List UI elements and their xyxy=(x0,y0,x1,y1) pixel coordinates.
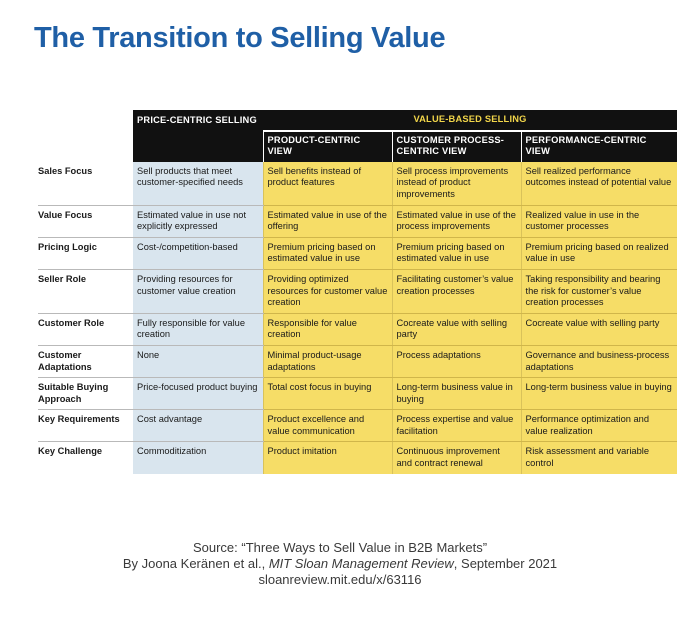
source-citation: Source: “Three Ways to Sell Value in B2B… xyxy=(0,540,680,588)
row-label: Key Requirements xyxy=(38,409,133,443)
table-row: Sales Focus Sell products that meet cust… xyxy=(38,161,678,206)
table-row: Key Challenge Commoditization Product im… xyxy=(38,441,678,474)
customer-process-cell: Sell process improvements instead of pro… xyxy=(391,161,521,206)
row-label: Seller Role xyxy=(38,269,133,314)
product-centric-cell: Sell benefits instead of product feature… xyxy=(262,161,392,206)
row-label: Key Challenge xyxy=(38,441,133,474)
table-row: Pricing Logic Cost-/competition-based Pr… xyxy=(38,237,678,270)
comparison-table: PRICE-CENTRIC SELLING VALUE-BASED SELLIN… xyxy=(38,110,678,474)
product-centric-cell: Product imitation xyxy=(262,441,392,474)
row-label: Customer Role xyxy=(38,313,133,346)
performance-centric-cell: Governance and business-process adaptati… xyxy=(520,345,678,379)
table-row: Key Requirements Cost advantage Product … xyxy=(38,409,678,443)
row-label: Value Focus xyxy=(38,205,133,238)
customer-process-cell: Facilitating customer’s value creation p… xyxy=(391,269,521,314)
row-label: Suitable Buying Approach xyxy=(38,377,133,411)
price-centric-cell: Price-focused product buying xyxy=(133,377,263,411)
product-centric-cell: Product excellence and value communicati… xyxy=(262,409,392,443)
source-line: Source: “Three Ways to Sell Value in B2B… xyxy=(192,540,488,555)
price-centric-cell: Cost-/competition-based xyxy=(133,237,263,270)
performance-centric-cell: Risk assessment and variable control xyxy=(520,441,678,474)
header-performance-centric: PERFORMANCE-CENTRIC VIEW xyxy=(520,130,678,162)
performance-centric-cell: Cocreate value with selling party xyxy=(520,313,678,346)
header-value-based: VALUE-BASED SELLING xyxy=(263,110,678,132)
product-centric-cell: Total cost focus in buying xyxy=(262,377,392,411)
source-publication: MIT Sloan Management Review xyxy=(268,556,454,571)
performance-centric-cell: Realized value in use in the customer pr… xyxy=(520,205,678,238)
customer-process-cell: Process expertise and value facilitation xyxy=(391,409,521,443)
customer-process-cell: Estimated value in use of the process im… xyxy=(391,205,521,238)
product-centric-cell: Estimated value in use of the offering xyxy=(262,205,392,238)
page-title: The Transition to Selling Value xyxy=(34,22,446,54)
source-author-line: By Joona Keränen et al., MIT Sloan Manag… xyxy=(0,556,680,572)
product-centric-cell: Responsible for value creation xyxy=(262,313,392,346)
comparison-table-container: PRICE-CENTRIC SELLING VALUE-BASED SELLIN… xyxy=(38,110,678,474)
customer-process-cell: Continuous improvement and contract rene… xyxy=(391,441,521,474)
customer-process-cell: Long-term business value in buying xyxy=(391,377,521,411)
corner-cell xyxy=(38,110,133,162)
customer-process-cell: Process adaptations xyxy=(391,345,521,379)
source-author: By Joona Keränen et al., xyxy=(122,556,269,571)
table-row: Suitable Buying Approach Price-focused p… xyxy=(38,377,678,411)
header-price-centric: PRICE-CENTRIC SELLING xyxy=(133,110,263,162)
customer-process-cell: Premium pricing based on estimated value… xyxy=(391,237,521,270)
product-centric-cell: Minimal product-usage adaptations xyxy=(262,345,392,379)
product-centric-cell: Providing optimized resources for custom… xyxy=(262,269,392,314)
price-centric-cell: Fully responsible for value creation xyxy=(133,313,263,346)
performance-centric-cell: Long-term business value in buying xyxy=(520,377,678,411)
table-row: Value Focus Estimated value in use not e… xyxy=(38,205,678,238)
price-centric-cell: Sell products that meet customer-specifi… xyxy=(133,161,263,206)
product-centric-cell: Premium pricing based on estimated value… xyxy=(262,237,392,270)
row-label: Sales Focus xyxy=(38,161,133,206)
header-product-centric: PRODUCT-CENTRIC VIEW xyxy=(262,130,392,162)
performance-centric-cell: Taking responsibility and bearing the ri… xyxy=(520,269,678,314)
performance-centric-cell: Sell realized performance outcomes inste… xyxy=(520,161,678,206)
table-row: Seller Role Providing resources for cust… xyxy=(38,269,678,314)
source-date: , September 2021 xyxy=(453,556,558,571)
table-row: Customer Adaptations None Minimal produc… xyxy=(38,345,678,379)
price-centric-cell: Commoditization xyxy=(133,441,263,474)
performance-centric-cell: Performance optimization and value reali… xyxy=(520,409,678,443)
price-centric-cell: Providing resources for customer value c… xyxy=(133,269,263,314)
row-label: Customer Adaptations xyxy=(38,345,133,379)
row-label: Pricing Logic xyxy=(38,237,133,270)
table-row: Customer Role Fully responsible for valu… xyxy=(38,313,678,346)
price-centric-cell: Estimated value in use not explicitly ex… xyxy=(133,205,263,238)
price-centric-cell: None xyxy=(133,345,263,379)
performance-centric-cell: Premium pricing based on realized value … xyxy=(520,237,678,270)
customer-process-cell: Cocreate value with selling party xyxy=(391,313,521,346)
header-customer-process-centric: CUSTOMER PROCESS-CENTRIC VIEW xyxy=(391,130,521,162)
source-url: sloanreview.mit.edu/x/63116 xyxy=(258,572,422,587)
price-centric-cell: Cost advantage xyxy=(133,409,263,443)
